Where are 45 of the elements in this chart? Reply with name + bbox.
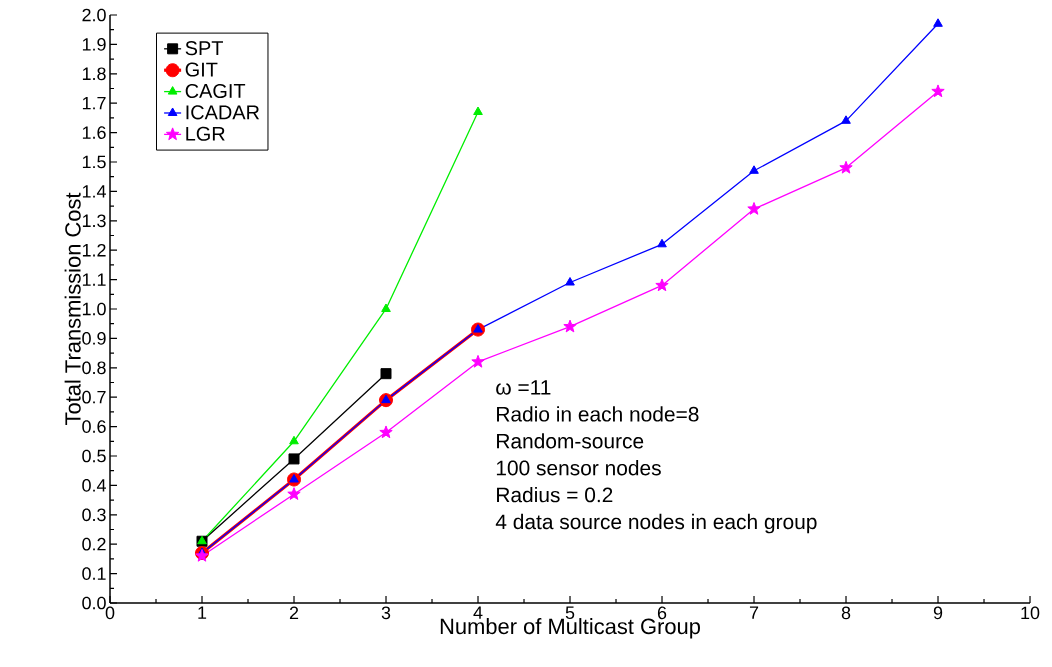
- y-tick-label: 0.0: [82, 596, 106, 610]
- x-tick-label: 6: [657, 606, 667, 620]
- x-tick-label: 9: [933, 606, 943, 620]
- y-tick-label: 2.0: [82, 8, 106, 22]
- x-tick-label: 1: [198, 606, 207, 619]
- y-tick-label: 1.4: [82, 185, 106, 198]
- annotation: Random-source: [497, 433, 644, 449]
- legend-label: ICADAR: [186, 105, 260, 120]
- x-tick-label: 7: [749, 606, 759, 619]
- annotation: 100 sensor nodes: [496, 460, 661, 476]
- y-tick-label: 0.6: [82, 420, 106, 433]
- x-tick-label: 2: [289, 606, 299, 620]
- y-axis-title: Total Transmission Cost: [64, 192, 81, 426]
- annotation: 4 data source nodes in each group: [495, 513, 817, 534]
- y-tick-label: 1.2: [82, 243, 106, 257]
- y-tick-label: 1.9: [82, 38, 106, 51]
- x-tick-label: 4: [473, 606, 483, 619]
- legend-label: GIT: [185, 62, 218, 77]
- x-tick-label: 5: [565, 606, 575, 620]
- x-tick-label: 8: [841, 606, 851, 620]
- y-tick-label: 1.3: [82, 214, 106, 228]
- annotation: ω =11: [496, 380, 551, 395]
- x-tick-label: 3: [381, 606, 391, 620]
- legend-label: SPT: [185, 41, 223, 56]
- y-tick-label: 0.4: [82, 479, 106, 492]
- x-tick-label: 10: [1021, 606, 1040, 620]
- y-tick-label: 1.5: [82, 155, 106, 169]
- y-tick-label: 0.5: [82, 449, 106, 463]
- x-tick-label: 0: [105, 606, 115, 620]
- y-tick-label: 1.0: [82, 302, 106, 316]
- y-tick-label: 0.7: [82, 390, 106, 404]
- y-tick-label: 1.8: [82, 67, 106, 81]
- y-tick-label: 1.6: [82, 126, 106, 139]
- x-axis-title: Number of Multicast Group: [440, 618, 700, 639]
- y-tick-label: 1.1: [82, 273, 106, 286]
- y-tick-label: 0.8: [82, 361, 106, 375]
- y-tick-label: 0.2: [82, 537, 106, 551]
- y-tick-label: 1.7: [82, 97, 106, 110]
- legend-label: LGR: [186, 126, 225, 141]
- y-tick-label: 0.3: [82, 508, 106, 522]
- y-tick-label: 0.1: [82, 567, 106, 580]
- annotation: Radio in each node=8: [497, 406, 699, 422]
- annotation: Radius = 0.2: [497, 486, 613, 503]
- legend-label: CAGIT: [185, 83, 246, 98]
- y-tick-label: 0.9: [82, 332, 106, 345]
